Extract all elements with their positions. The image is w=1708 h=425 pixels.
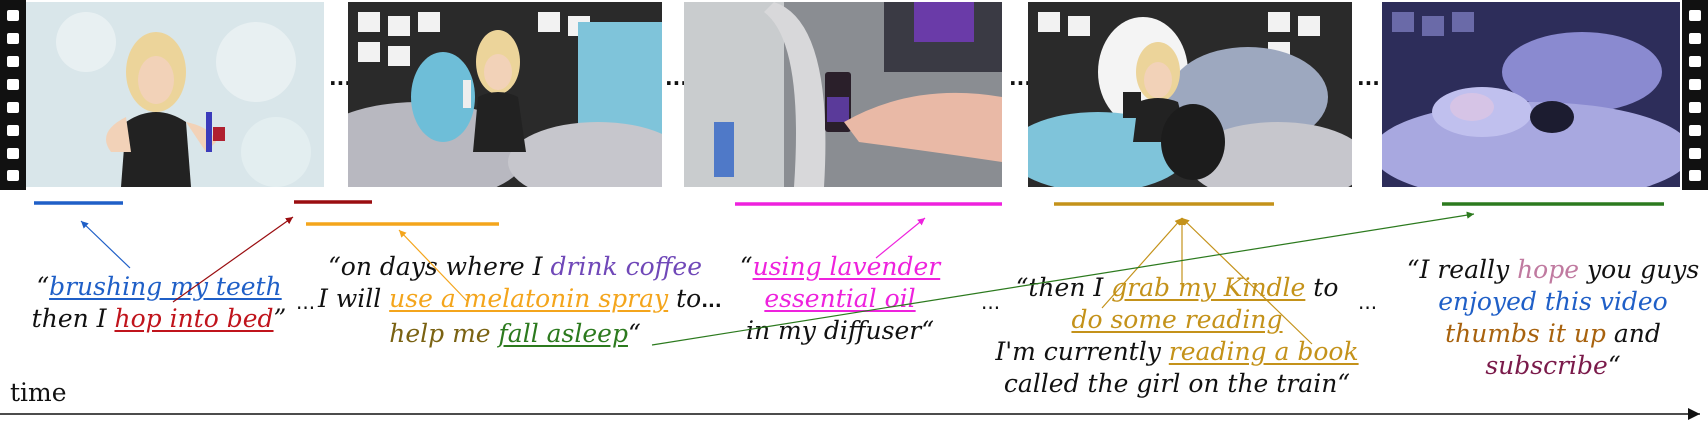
video-frame-1	[26, 2, 324, 187]
phrase-drink-coffee: drink coffee	[550, 252, 702, 281]
filmstrip: ... ...	[0, 0, 1708, 190]
time-axis-label: time	[10, 378, 67, 407]
phrase-fall-asleep: fall asleep	[498, 319, 628, 348]
caption-3: “using lavender essential oil in my diff…	[739, 252, 941, 345]
caption-1: “brushing my teeth then I hop into bed”	[31, 272, 287, 333]
video-frame-3	[684, 2, 1002, 187]
phrase-thumbs-it-up: thumbs it up	[1445, 319, 1606, 348]
phrase-brushing-teeth: brushing my teeth	[49, 272, 282, 301]
phrase-help-me: help me	[389, 319, 499, 348]
ellipsis: ...	[1358, 290, 1378, 314]
phrase-do-some-reading: do some reading	[1071, 305, 1283, 334]
phrase-hope: hope	[1517, 255, 1580, 284]
ellipsis: ...	[665, 66, 688, 90]
video-frame-4	[1028, 2, 1352, 187]
phrase-subscribe: subscribe	[1485, 351, 1608, 380]
video-frame-2	[348, 2, 662, 187]
phrase-hop-into-bed: hop into bed	[114, 304, 274, 333]
phrase-grab-kindle: grab my Kindle	[1111, 273, 1306, 302]
phrase-melatonin-spray: use a melatonin spray	[389, 284, 669, 313]
ellipsis: ...	[1009, 66, 1032, 90]
film-sprockets-right	[1682, 0, 1708, 190]
ellipsis: ...	[1357, 66, 1380, 90]
phrase-enjoyed-this-video: enjoyed this video	[1438, 287, 1668, 316]
caption-4: “then I grab my Kindle to do some readin…	[995, 273, 1359, 398]
phrase-reading-a-book: reading a book	[1168, 337, 1359, 366]
caption-2: “on days where I drink coffee I will use…	[318, 252, 722, 348]
ellipsis: ...	[296, 290, 316, 314]
phrase-lavender-oil: using lavender	[752, 252, 941, 281]
video-frame-5	[1382, 2, 1680, 187]
caption-5: “I really hope you guys enjoyed this vid…	[1406, 255, 1700, 380]
ellipsis: ...	[329, 66, 352, 90]
arrow-brushing-teeth	[80, 220, 131, 269]
film-sprockets-left	[0, 0, 26, 190]
